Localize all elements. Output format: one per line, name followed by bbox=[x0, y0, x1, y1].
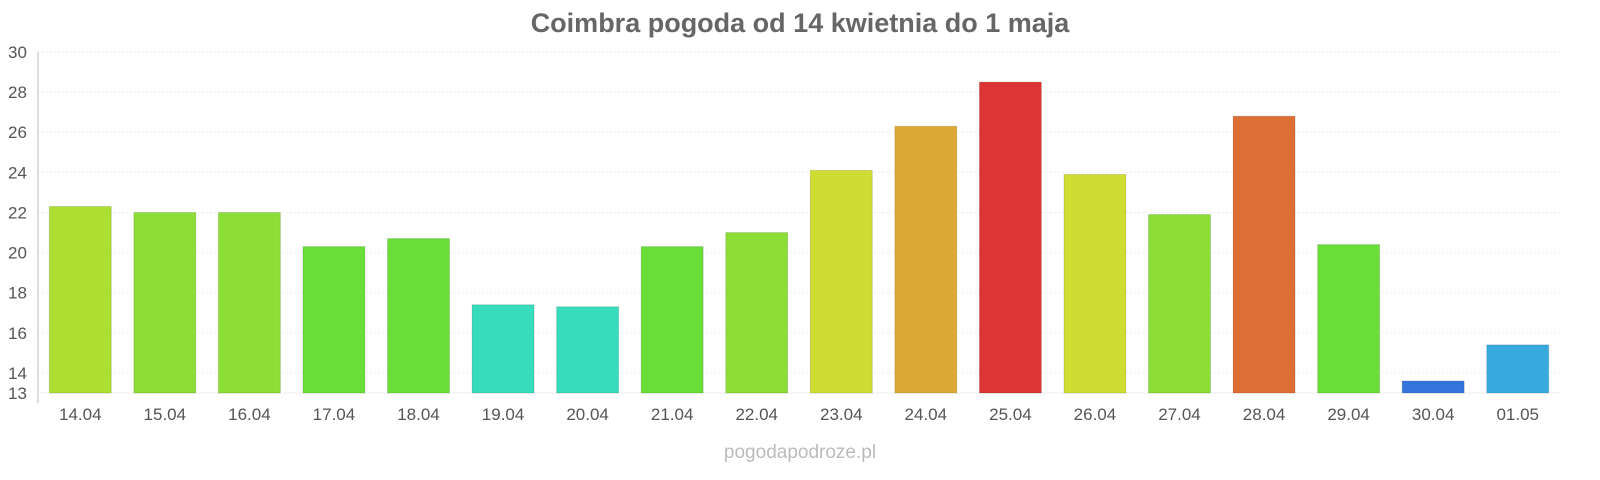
y-tick-label: 16 bbox=[8, 324, 27, 343]
bar-26.04 bbox=[1063, 173, 1127, 394]
bar-25.04 bbox=[978, 81, 1042, 394]
bar-14.04 bbox=[48, 205, 112, 394]
x-tick-label: 15.04 bbox=[144, 405, 187, 424]
x-tick-label: 16.04 bbox=[228, 405, 271, 424]
x-tick-label: 22.04 bbox=[735, 405, 778, 424]
y-tick-label: 28 bbox=[8, 83, 27, 102]
x-tick-label: 14.04 bbox=[59, 405, 102, 424]
x-tick-label: 27.04 bbox=[1158, 405, 1201, 424]
bar-01.05 bbox=[1486, 344, 1550, 394]
bar-30.04 bbox=[1401, 380, 1465, 394]
y-tick-label: 20 bbox=[8, 244, 27, 263]
bar-28.04 bbox=[1232, 115, 1296, 394]
bar-24.04 bbox=[894, 125, 958, 394]
x-tick-label: 24.04 bbox=[905, 405, 948, 424]
y-tick-label: 30 bbox=[8, 43, 27, 62]
bar-29.04 bbox=[1317, 244, 1381, 394]
y-tick-label: 14 bbox=[8, 364, 27, 383]
y-tick-label: 24 bbox=[8, 163, 27, 182]
footer-watermark: pogodapodroze.pl bbox=[723, 442, 877, 463]
y-tick-label: 26 bbox=[8, 123, 27, 142]
x-tick-label: 28.04 bbox=[1243, 405, 1286, 424]
x-tick-label: 21.04 bbox=[651, 405, 694, 424]
x-tick-label: 23.04 bbox=[820, 405, 863, 424]
x-tick-label: 29.04 bbox=[1327, 405, 1370, 424]
bar-21.04 bbox=[640, 246, 704, 394]
y-tick-label: 18 bbox=[8, 284, 27, 303]
y-tick-label: 13 bbox=[8, 384, 27, 403]
bar-23.04 bbox=[809, 169, 873, 394]
x-tick-label: 17.04 bbox=[313, 405, 356, 424]
bar-20.04 bbox=[556, 306, 620, 394]
bar-18.04 bbox=[387, 238, 450, 394]
x-tick-label: 18.04 bbox=[397, 405, 440, 424]
bar-19.04 bbox=[471, 304, 535, 394]
x-tick-label: 19.04 bbox=[482, 405, 525, 424]
x-tick-label: 01.05 bbox=[1496, 405, 1539, 424]
bar-27.04 bbox=[1148, 213, 1211, 394]
x-tick-label: 20.04 bbox=[566, 405, 609, 424]
bar-16.04 bbox=[217, 211, 281, 394]
chart-title: Coimbra pogoda od 14 kwietnia do 1 maja bbox=[530, 8, 1070, 38]
bar-15.04 bbox=[133, 211, 197, 394]
bar-22.04 bbox=[725, 232, 789, 394]
y-tick-label: 22 bbox=[8, 203, 27, 222]
bar-17.04 bbox=[302, 246, 366, 394]
x-tick-label: 25.04 bbox=[989, 405, 1032, 424]
x-tick-label: 30.04 bbox=[1412, 405, 1455, 424]
x-tick-label: 26.04 bbox=[1074, 405, 1117, 424]
